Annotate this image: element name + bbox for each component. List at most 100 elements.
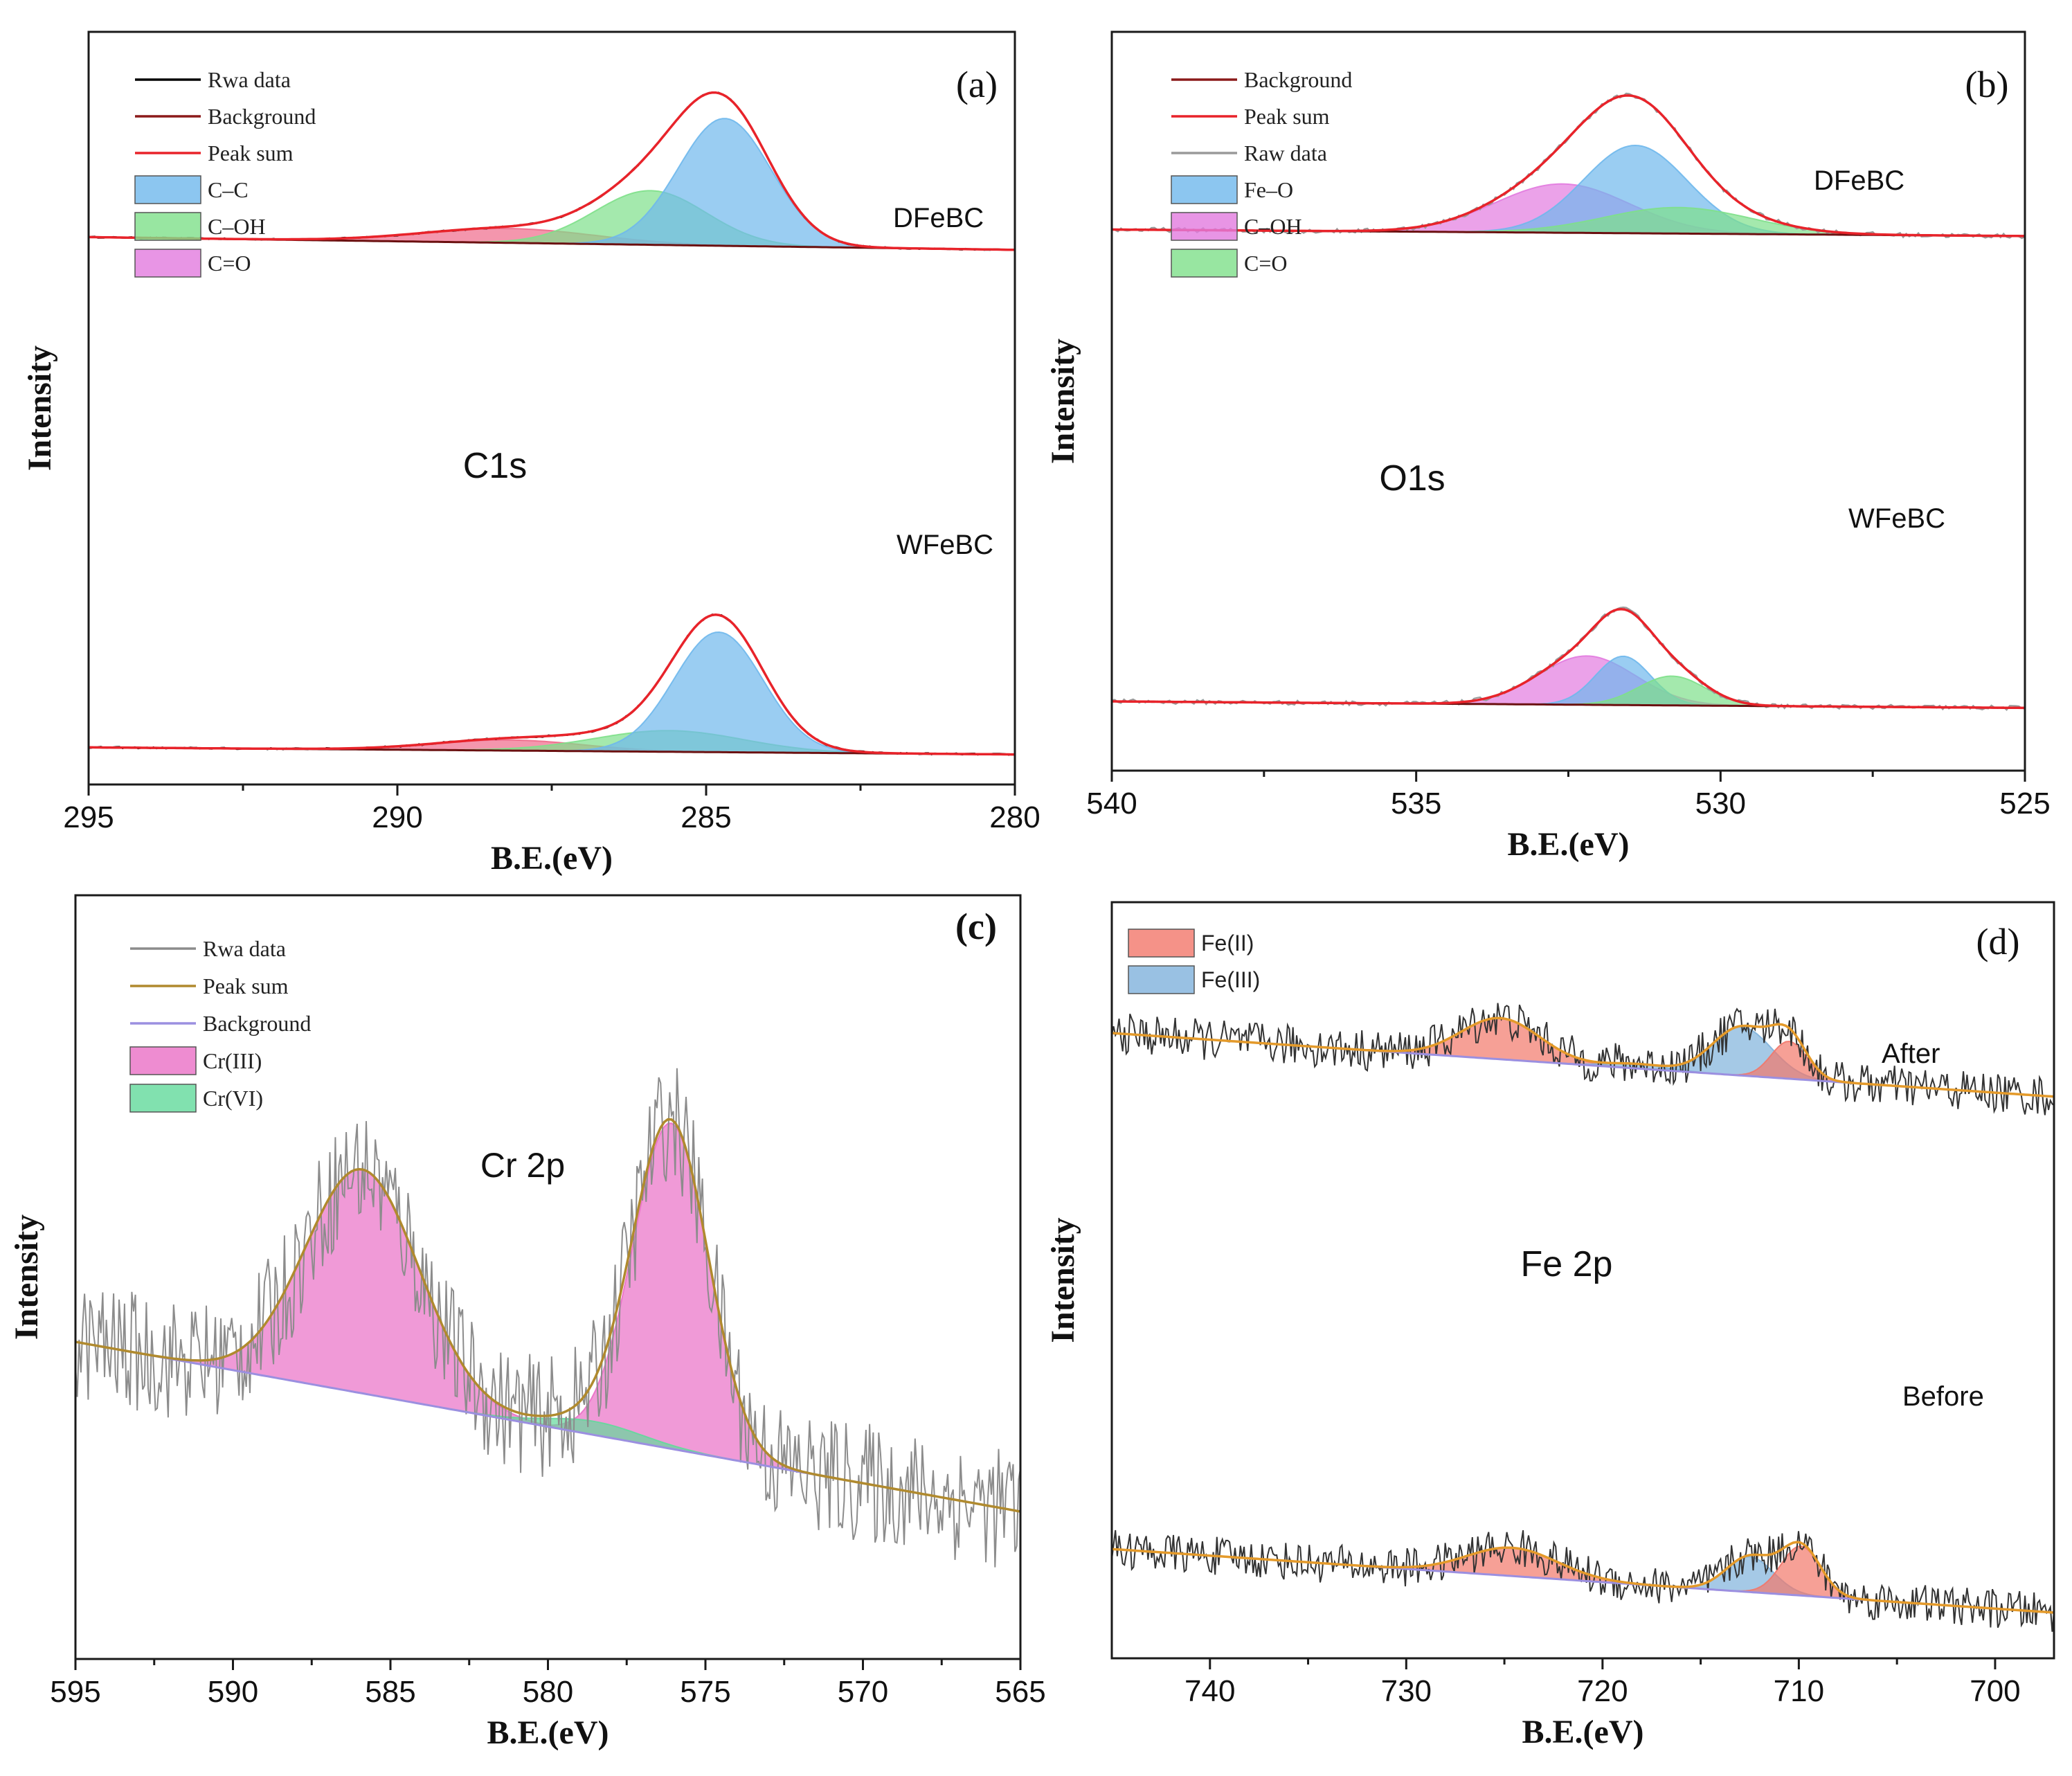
x-tick-label: 580 (523, 1675, 573, 1709)
x-tick-label: 285 (681, 800, 731, 834)
x-tick-label: 585 (365, 1675, 415, 1709)
legend-label: Cr(III) (203, 1048, 262, 1073)
peak-sum-line (1112, 607, 2025, 710)
x-tick-label: 565 (995, 1675, 1045, 1709)
legend-label: Background (1244, 67, 1352, 92)
plot-area (1112, 92, 2025, 711)
legend-swatch-fill (134, 212, 201, 241)
chart-title: C1s (463, 446, 527, 486)
legend-label: Rwa data (208, 67, 291, 92)
legend-label: Fe–O (1244, 177, 1293, 202)
legend-label: Cr(VI) (203, 1086, 263, 1111)
peak-sum-line (1112, 94, 2025, 237)
x-axis-label: B.E.(eV) (487, 1714, 609, 1751)
y-axis-label: Intensity (1045, 339, 1081, 464)
legend-swatch-fill (134, 249, 201, 278)
x-tick-label: 740 (1184, 1674, 1235, 1708)
series-before (1112, 1530, 2054, 1632)
series-after (1112, 1003, 2054, 1115)
chart-title: O1s (1379, 458, 1445, 499)
legend-label: Fe(II) (1201, 931, 1254, 956)
peak-sum-line (1112, 1541, 2054, 1614)
panel-label: (d) (1976, 921, 2020, 962)
legend: Rwa data Background Peak sum C–C C–OH C=O (134, 67, 316, 278)
raw-data-line (75, 1068, 1020, 1568)
plot-frame (74, 894, 1022, 1660)
legend-label: Background (203, 1011, 311, 1036)
peak-sum-line (89, 91, 1015, 251)
panel-a: DFeBC WFeBC 295 290 285 280 B.E.(eV) Intensity C… (21, 30, 1040, 877)
legend-label: Raw data (1244, 141, 1327, 165)
raw-data-line (1112, 1530, 2054, 1632)
series-label: After (1882, 1039, 1940, 1069)
legend-swatch-fill (129, 1046, 197, 1075)
series-label: WFeBC (897, 530, 993, 560)
legend-label: C–C (208, 177, 249, 202)
x-tick-label: 700 (1970, 1674, 2020, 1708)
x-tick-label: 295 (63, 800, 114, 834)
legend-label: Peak sum (208, 141, 294, 165)
x-axis-label: B.E.(eV) (491, 840, 613, 877)
legend-swatch-fill (134, 175, 201, 204)
series-dfebc (1112, 92, 2025, 240)
series-cr-2p (75, 1068, 1020, 1568)
plot-area (1112, 1003, 2054, 1632)
raw-data-line (89, 613, 1015, 756)
peak-sum-line (1112, 1016, 2054, 1098)
legend-label: Peak sum (1244, 104, 1330, 129)
legend-label: C=O (1244, 251, 1288, 276)
series-wfebc (1112, 606, 2025, 711)
raw-data-line (1112, 1003, 2054, 1115)
series-label: Before (1902, 1381, 1984, 1412)
y-axis-label: Intensity (1045, 1217, 1081, 1343)
legend-label: Fe(III) (1201, 967, 1260, 992)
x-tick-label: 540 (1086, 787, 1137, 820)
x-tick-label: 720 (1577, 1674, 1628, 1708)
legend: Background Peak sum Raw data Fe–O C–OH C=O (1171, 67, 1352, 278)
x-tick-label: 710 (1774, 1674, 1824, 1708)
panel-b: DFeBC WFeBC 540 535 530 525 B.E.(eV) Intensity O… (1045, 30, 2051, 863)
legend-swatch-fill (1171, 175, 1238, 204)
x-tick-label: 280 (989, 800, 1040, 834)
series-label: WFeBC (1848, 503, 1945, 534)
legend-swatch-fill (1128, 965, 1195, 994)
legend-label: Peak sum (203, 974, 289, 998)
legend-label: C=O (208, 251, 251, 276)
x-tick-label: 570 (838, 1675, 888, 1709)
legend-label: C–OH (208, 214, 266, 239)
x-axis-label: B.E.(eV) (1522, 1714, 1644, 1750)
panel-c: 595 590 585 580 575 570 565 B.E.(eV) Intensity Cr… (8, 894, 1046, 1751)
panel-d: After Before 740 730 720 710 700 B.E.(eV) Intens… (1045, 901, 2055, 1750)
plot-area (89, 91, 1015, 756)
panel-label: (b) (1965, 64, 2009, 105)
x-tick-label: 595 (50, 1675, 100, 1709)
y-axis-label: Intensity (8, 1214, 45, 1340)
legend: Fe(II) Fe(III) (1128, 929, 1260, 994)
series-label: DFeBC (1814, 165, 1904, 196)
series-label: DFeBC (893, 203, 984, 233)
x-tick-label: 530 (1695, 787, 1746, 820)
panel-label: (a) (956, 64, 998, 105)
legend-label: Background (208, 104, 316, 129)
legend-label: Rwa data (203, 936, 286, 961)
series-dfebc (89, 91, 1015, 251)
legend-label: C–OH (1244, 214, 1302, 239)
series-wfebc (89, 613, 1015, 756)
x-axis-label: B.E.(eV) (1508, 826, 1630, 863)
plot-frame (1110, 901, 2055, 1660)
x-tick-label: 590 (208, 1675, 258, 1709)
x-tick-label: 730 (1381, 1674, 1432, 1708)
legend-swatch-fill (129, 1084, 197, 1113)
panel-label: (c) (955, 906, 997, 947)
x-tick-label: 290 (372, 800, 422, 834)
y-axis-label: Intensity (21, 346, 58, 471)
peak-sum-line (89, 613, 1015, 756)
x-tick-label: 525 (1999, 787, 2050, 820)
x-tick-label: 575 (680, 1675, 730, 1709)
peak-sum-line (75, 1118, 1020, 1513)
legend: Rwa data Peak sum Background Cr(III) Cr(VI) (129, 936, 311, 1113)
legend-swatch-fill (1171, 212, 1238, 241)
legend-swatch-fill (1171, 249, 1238, 278)
x-tick-label: 535 (1391, 787, 1441, 820)
